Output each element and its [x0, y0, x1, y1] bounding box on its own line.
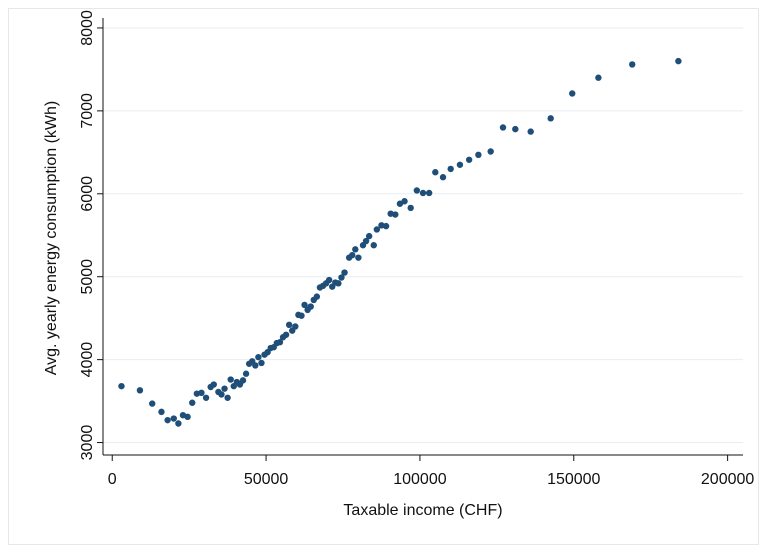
scatter-point [301, 301, 308, 309]
scatter-point [227, 376, 234, 383]
y-axis-title: Avg. yearly energy consumption (kWh) [43, 101, 60, 375]
scatter-point [184, 413, 191, 421]
scatter-point [292, 323, 299, 330]
scatter-point [595, 74, 602, 81]
x-tick-label: 200000 [701, 471, 754, 488]
scatter-point [164, 416, 171, 424]
scatter-point [569, 90, 576, 97]
scatter-point [198, 389, 205, 397]
x-tick-label: 150000 [547, 471, 600, 488]
scatter-point [255, 353, 262, 361]
axes [102, 18, 743, 456]
scatter-point [210, 381, 217, 388]
data-points [118, 57, 682, 427]
scatter-point [242, 370, 250, 377]
scatter-point [158, 408, 165, 416]
scatter-point [675, 57, 682, 65]
scatter-point [499, 124, 507, 131]
scatter-point [325, 276, 333, 284]
x-axis-title: Taxable income (CHF) [343, 502, 502, 519]
scatter-point [447, 165, 454, 173]
y-tick-label: 8000 [79, 10, 96, 46]
scatter-point [118, 382, 125, 390]
scatter-point [202, 394, 210, 401]
x-tick-label: 0 [108, 471, 117, 488]
y-tick-label: 7000 [79, 93, 96, 129]
gridlines [103, 27, 743, 444]
scatter-point [425, 189, 433, 197]
y-tick-label: 3000 [79, 425, 96, 461]
scatter-point [413, 187, 421, 194]
scatter-point [313, 293, 321, 300]
scatter-point [189, 399, 196, 406]
y-tick-label: 6000 [79, 176, 96, 212]
scatter-point [547, 115, 554, 122]
scatter-point [487, 148, 494, 155]
scatter-point [352, 246, 359, 253]
scatter-point [373, 226, 381, 233]
scatter-point [285, 321, 293, 329]
scatter-point [355, 254, 362, 261]
y-tick-label: 5000 [79, 259, 96, 295]
scatter-point [365, 232, 373, 240]
scatter-point [382, 222, 390, 230]
scatter-point [258, 359, 265, 367]
scatter-point [252, 362, 259, 369]
y-tick-label: 4000 [79, 342, 96, 378]
scatter-point [370, 242, 377, 249]
ticks: 3000 4000 5000 6000 7000 8000 0 50000 100000 1500… [79, 10, 754, 488]
scatter-point [338, 274, 345, 281]
scatter-point [432, 169, 439, 176]
x-tick-label: 100000 [393, 471, 446, 488]
scatter-point [298, 312, 305, 319]
scatter-point [276, 339, 284, 346]
scatter-point [401, 198, 408, 205]
scatter-point [175, 420, 182, 427]
scatter-point [136, 387, 144, 394]
scatter-point [282, 331, 290, 338]
scatter-point [362, 237, 370, 245]
scatter-point [527, 128, 534, 135]
scatter-point [512, 125, 519, 133]
scatter-point [239, 377, 247, 384]
scatter-point [221, 385, 228, 392]
scatter-point [349, 251, 356, 259]
scatter-point [218, 391, 225, 398]
scatter-point [307, 303, 314, 310]
scatter-point [170, 415, 177, 422]
scatter-point [439, 174, 447, 181]
scatter-point [149, 400, 156, 407]
scatter-point [392, 211, 399, 218]
scatter-point [475, 151, 482, 159]
scatter-point [341, 269, 348, 276]
scatter-point [465, 156, 473, 163]
scatter-point [456, 161, 464, 168]
scatter-point [407, 204, 414, 212]
x-tick-label: 50000 [244, 471, 289, 488]
scatter-point [419, 189, 427, 197]
scatter-point [335, 280, 342, 287]
scatter-point [629, 61, 636, 68]
scatter-point [224, 394, 231, 401]
